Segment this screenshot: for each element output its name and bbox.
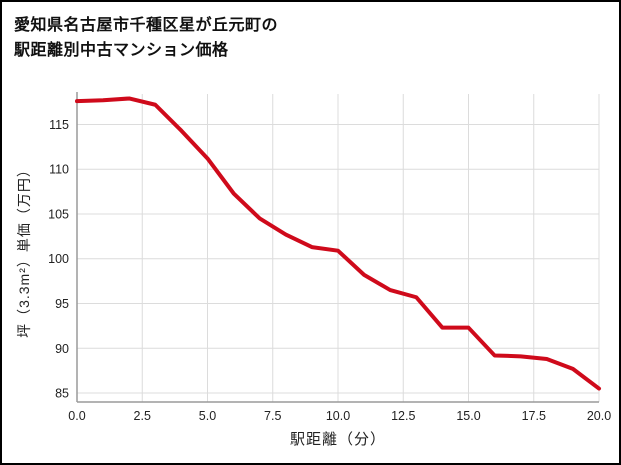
svg-text:7.5: 7.5 [264, 409, 281, 423]
svg-text:17.5: 17.5 [522, 409, 546, 423]
svg-text:0.0: 0.0 [68, 409, 85, 423]
svg-text:5.0: 5.0 [199, 409, 216, 423]
svg-text:12.5: 12.5 [391, 409, 415, 423]
svg-text:85: 85 [55, 387, 69, 401]
svg-text:10.0: 10.0 [326, 409, 350, 423]
chart-title-line-1: 愛知県名古屋市千種区星が丘元町の [14, 17, 279, 34]
y-axis-label: 坪（3.3m²）単価（万円） [16, 162, 32, 338]
svg-text:100: 100 [48, 252, 69, 266]
svg-text:15.0: 15.0 [456, 409, 480, 423]
svg-text:105: 105 [48, 207, 69, 221]
svg-text:95: 95 [55, 297, 69, 311]
x-axis-label: 駅距離（分） [289, 431, 386, 448]
chart-title: 愛知県名古屋市千種区星が丘元町の 駅距離別中古マンション価格 [14, 14, 278, 64]
svg-text:20.0: 20.0 [587, 409, 611, 423]
chart-title-line-2: 駅距離別中古マンション価格 [14, 41, 229, 59]
svg-text:90: 90 [55, 342, 69, 356]
svg-text:2.5: 2.5 [134, 409, 151, 423]
svg-text:110: 110 [49, 163, 69, 177]
svg-text:115: 115 [49, 118, 69, 132]
